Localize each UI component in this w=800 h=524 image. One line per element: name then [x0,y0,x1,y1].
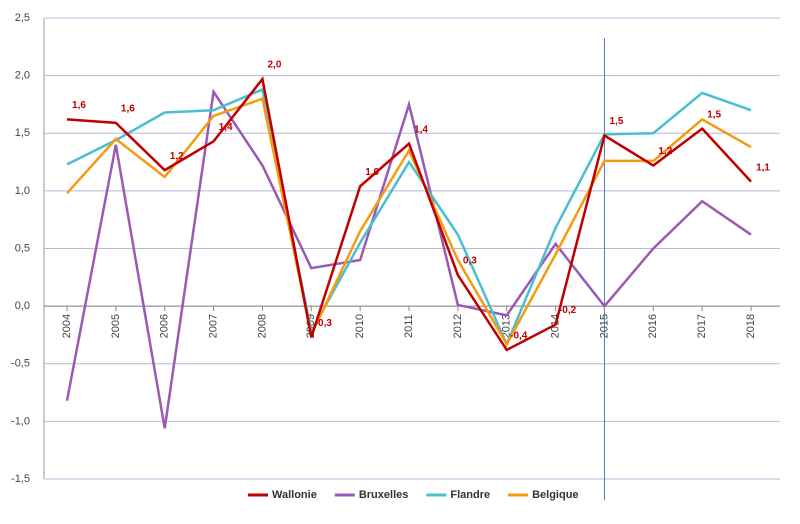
x-tick-label: 2014 [550,314,562,338]
legend-label: Bruxelles [359,489,409,501]
data-label: -0,3 [315,318,333,329]
x-tick-label: 2013 [501,314,513,338]
x-tick-label: 2017 [696,314,708,338]
data-label: 1,0 [365,167,379,178]
x-tick-label: 2007 [207,314,219,338]
data-label: 0,3 [463,256,477,267]
data-label: 1,6 [72,100,86,111]
data-label: 1,6 [121,104,135,115]
legend-label: Wallonie [272,489,317,501]
x-tick-label: 2015 [598,314,610,338]
x-tick-label: 2010 [354,314,366,338]
series-line [66,97,752,347]
series-line [66,76,752,352]
data-label: 1,5 [610,116,624,127]
x-tick-label: 2016 [647,314,659,338]
data-label: -0,4 [510,331,528,342]
x-tick-label: 2018 [745,314,757,338]
x-tick-label: 2011 [403,314,415,338]
y-tick-label: 2,5 [15,12,30,24]
y-tick-label: 0,5 [15,242,30,254]
y-tick-label: -0,5 [11,358,30,370]
y-tick-label: -1,0 [11,415,30,427]
data-label: 1,4 [219,122,233,133]
y-tick-label: 0,0 [15,300,30,312]
y-tick-label: 2,0 [15,70,30,82]
x-tick-label: 2005 [110,314,122,338]
legend-label: Flandre [450,489,490,501]
x-tick-label: 2008 [256,314,268,338]
x-tick-label: 2012 [452,314,464,338]
data-label: 1,1 [756,162,770,173]
data-label: 2,0 [267,60,281,71]
data-label: 1,2 [658,146,672,157]
data-label: 1,4 [414,124,428,135]
x-tick-label: 2006 [159,314,171,338]
series-line [65,88,752,429]
series-line [66,87,752,348]
y-tick-label: 1,0 [15,185,30,197]
x-tick-label: 2004 [61,314,73,338]
y-tick-label: 1,5 [15,127,30,139]
legend-label: Belgique [532,489,578,501]
data-label: 1,2 [170,151,184,162]
data-label: -0,2 [559,305,577,316]
data-label: 1,5 [707,109,721,120]
y-tick-label: -1,5 [11,473,30,485]
